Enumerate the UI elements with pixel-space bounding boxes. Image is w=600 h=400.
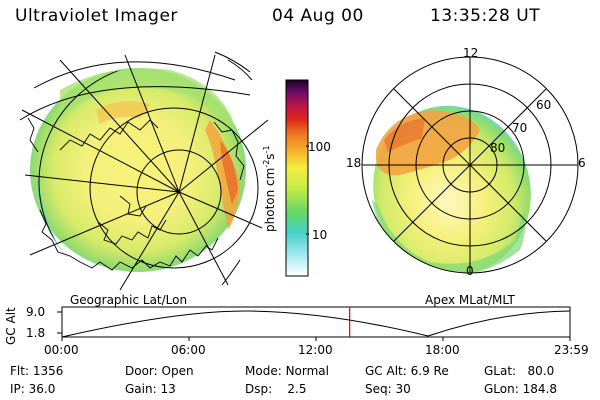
orbit-ylabel: GC Alt [4, 307, 18, 345]
mlt-label-6: 6 [578, 156, 586, 170]
seq-status: Seq: 30 [365, 382, 411, 396]
dsp-status: Dsp: 2.5 [245, 382, 307, 396]
colorbar-tick-100: 100 [308, 140, 331, 154]
time-label: 13:35:28 UT [430, 6, 541, 26]
orbit-xtick-0600: 06:00 [171, 343, 206, 357]
gain-status: Gain: 13 [125, 382, 176, 396]
flt-status: Flt: 1356 [10, 364, 64, 378]
left-map-caption: Geographic Lat/Lon [70, 293, 188, 307]
mlat-label-70: 70 [512, 121, 528, 135]
right-map-caption: Apex MLat/MLT [425, 293, 515, 307]
orbit-xtick-1200: 12:00 [298, 343, 333, 357]
orbit-xtick-0000: 00:00 [44, 343, 79, 357]
mlt-label-18: 18 [346, 156, 362, 170]
orbit-ytick-high: 9.0 [26, 305, 46, 319]
orbit-xtick-2359: 23:59 [554, 343, 589, 357]
orbit-altitude-plot [57, 306, 571, 341]
glon-status: GLon: 184.8 [484, 382, 557, 396]
instrument-title: Ultraviolet Imager [15, 6, 178, 26]
ip-status: IP: 36.0 [10, 382, 56, 396]
mlat-label-60: 60 [536, 98, 552, 112]
right-aurora-image [372, 105, 531, 273]
door-status: Door: Open [125, 364, 194, 378]
colorbar-scale [286, 80, 308, 276]
mlt-label-0: 0 [466, 264, 474, 278]
colorbar-unit-label: photon cm-2s-1 [262, 145, 277, 232]
mode-status: Mode: Normal [245, 364, 329, 378]
date-label: 04 Aug 00 [272, 6, 364, 26]
glat-status: GLat: 80.0 [484, 364, 555, 378]
right-polar-grid [361, 56, 579, 274]
left-map-grid [19, 51, 269, 291]
orbit-ytick-low: 1.8 [26, 326, 46, 340]
gcalt-status: GC Alt: 6.9 Re [365, 364, 449, 378]
orbit-xtick-1800: 18:00 [425, 343, 460, 357]
colorbar-tick-10: 10 [312, 228, 328, 242]
mlt-label-12: 12 [463, 46, 479, 60]
mlat-label-80: 80 [490, 141, 506, 155]
coastlines [27, 117, 245, 271]
